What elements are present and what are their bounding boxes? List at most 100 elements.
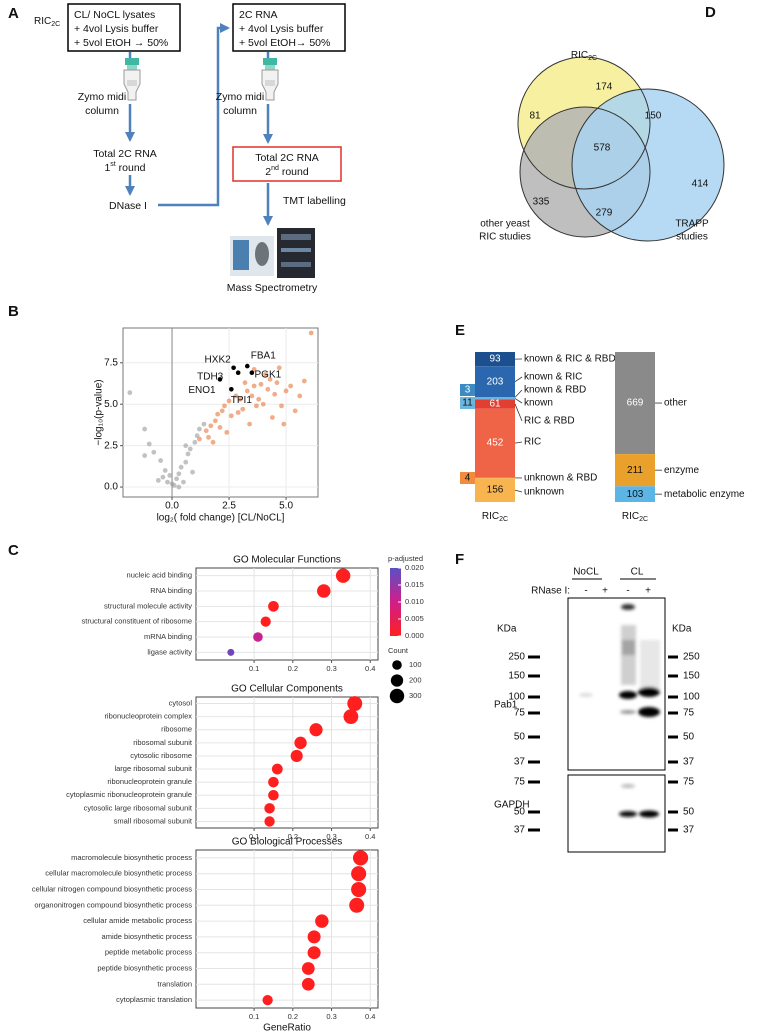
step-box [232, 146, 342, 182]
data-point [222, 403, 227, 409]
region-count: 81 [529, 111, 541, 122]
connector [514, 389, 523, 398]
data-point [212, 418, 218, 424]
data-point [185, 451, 191, 457]
data-point [244, 388, 250, 394]
marker-label: 50 [683, 807, 695, 818]
text: 1 [104, 162, 110, 174]
bar-segment [475, 399, 515, 409]
subscript: 2C [499, 516, 508, 523]
segment-label: other [664, 398, 687, 409]
data-point [267, 376, 273, 382]
data-point [208, 423, 214, 429]
region-count: 279 [596, 208, 613, 219]
dot [268, 776, 279, 788]
step-text: column [223, 105, 257, 117]
data-point [206, 434, 211, 440]
category-label: macromolecule biosynthetic process [71, 853, 192, 862]
data-point [274, 380, 280, 386]
instrument [281, 248, 311, 252]
dot [264, 816, 275, 827]
data-point [228, 413, 234, 419]
value-label: 452 [487, 438, 504, 449]
x-tick-label: 0.4 [365, 664, 375, 673]
x-axis-title: GeneRatio [263, 1023, 311, 1034]
column-icon [123, 57, 141, 101]
data-point [203, 428, 209, 434]
category-label: cellular amide metabolic process [83, 916, 192, 925]
value-box [460, 472, 475, 484]
x-tick-label: 0.3 [326, 832, 336, 841]
dot [268, 789, 279, 801]
x-tick-label: 0.1 [249, 832, 259, 841]
dot [349, 897, 365, 913]
data-point [251, 367, 257, 372]
data-point [192, 439, 198, 445]
step-text: + 5vol EtOH→ 50% [239, 37, 330, 49]
venn-outline [519, 106, 651, 238]
band [621, 784, 635, 788]
data-point [256, 396, 262, 402]
data-point [178, 464, 184, 470]
panel-a: A RIC2C CL/ NoCL lysates + 4vol Lysis bu… [8, 3, 346, 294]
dot [317, 584, 331, 598]
point-label: TDH3 [197, 371, 224, 382]
venn-outline [571, 88, 725, 242]
value-label: 61 [489, 399, 501, 410]
category-label: cellular nitrogen compound biosynthetic … [32, 884, 192, 893]
column-icon [261, 57, 279, 101]
superscript: nd [271, 165, 279, 172]
data-point [263, 371, 268, 377]
set-label: studies [676, 232, 708, 243]
band [620, 710, 636, 714]
connector [514, 489, 523, 493]
data-point [229, 387, 234, 392]
data-point [174, 476, 179, 482]
segment-label: known [524, 398, 553, 409]
category-label: ribonucleoprotein granule [107, 777, 192, 786]
marker-label: 75 [514, 777, 526, 788]
step-text: column [85, 105, 119, 117]
venn-set [572, 89, 724, 241]
bar-segment [475, 366, 515, 398]
marker-label: 37 [514, 757, 526, 768]
dot [347, 696, 363, 711]
category-label: nucleic acid binding [127, 571, 192, 580]
marker-label: 75 [683, 708, 695, 719]
dot [301, 977, 315, 991]
sample-label: RIC2C [34, 16, 60, 28]
color-bar [390, 568, 401, 636]
subscript: 2C [51, 21, 60, 28]
step-text: Zymo midi [78, 91, 126, 103]
bar-segment [615, 454, 655, 487]
text: round [116, 162, 146, 174]
bands [579, 604, 660, 818]
category-label: cytoplasmic translation [116, 995, 192, 1004]
data-point [247, 421, 252, 427]
data-point [244, 363, 250, 369]
point-label: ENO1 [188, 385, 216, 396]
arrow [158, 23, 230, 207]
category-label: mRNA binding [144, 632, 192, 641]
x-tick-label: 0.4 [365, 832, 375, 841]
category-label: translation [157, 979, 192, 988]
x-tick-label: 0.1 [249, 664, 259, 673]
x-tick-label: 0.2 [288, 832, 298, 841]
value-box [460, 397, 475, 409]
data-point [279, 403, 284, 409]
value-label: 3 [465, 385, 471, 396]
data-point [162, 468, 168, 473]
legend-dot [389, 688, 405, 704]
legend-label: 100 [409, 660, 422, 669]
connector [514, 441, 523, 444]
data-point [197, 426, 202, 432]
x-axis-title: log₂( fold change) [CL/NoCL] [157, 513, 285, 524]
data-point [240, 406, 246, 412]
band [638, 687, 660, 697]
data-point [210, 439, 216, 445]
data-point [167, 473, 173, 478]
category-label: RNA binding [150, 586, 192, 595]
data-point [171, 483, 177, 488]
marker-label: 250 [508, 652, 525, 663]
data-point [292, 408, 298, 414]
